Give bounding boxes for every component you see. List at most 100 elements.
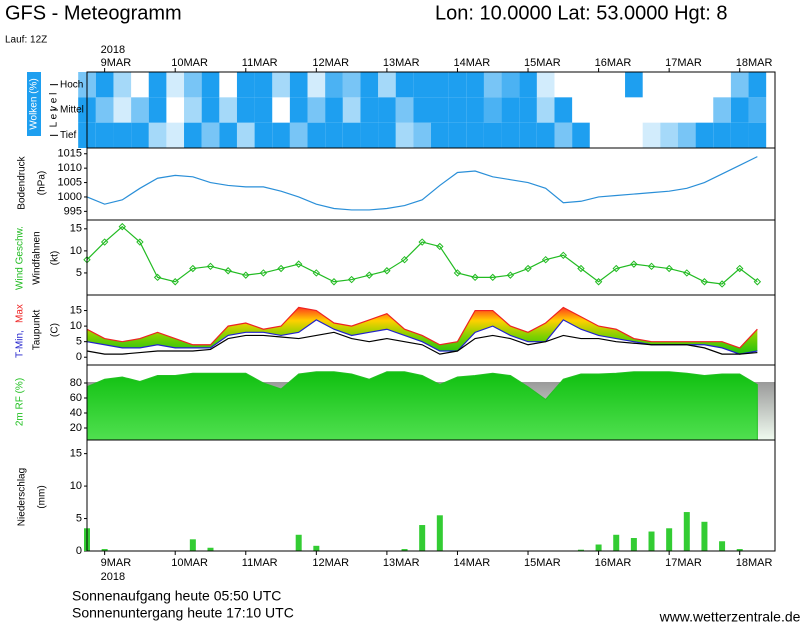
y-tick-label: 5 xyxy=(76,267,82,279)
x-year: 2018 xyxy=(101,44,125,56)
marker xyxy=(365,271,373,279)
cloud-cell xyxy=(642,122,661,148)
cloud-cell xyxy=(748,97,767,123)
bar xyxy=(736,549,743,551)
cloud-cell xyxy=(360,122,379,148)
cloud-cell xyxy=(272,72,290,98)
panel-frame xyxy=(86,147,776,221)
cloud-cell xyxy=(378,72,396,98)
cloud-cell xyxy=(501,97,520,123)
axis-label: (hPa) xyxy=(37,171,48,195)
axis-label: L e v e l xyxy=(49,93,60,128)
cloud-cell xyxy=(483,122,502,148)
cloud-cell xyxy=(431,122,449,148)
cloud-cell xyxy=(590,123,608,148)
marker xyxy=(347,275,356,284)
marker xyxy=(312,269,321,277)
cloud-cell xyxy=(131,72,149,97)
x-tick-label: 18MAR xyxy=(736,557,773,569)
cloud-cell xyxy=(448,72,467,98)
title: GFS - Meteogramm xyxy=(5,2,182,24)
cloud-cell xyxy=(696,72,714,97)
area xyxy=(86,371,758,441)
x-tick-label: 9MAR xyxy=(101,57,132,69)
cloud-cell xyxy=(695,122,714,148)
sunrise: Sonnenaufgang heute 05:50 UTC xyxy=(72,588,281,604)
marker xyxy=(171,278,179,286)
cloud-cell xyxy=(272,97,290,122)
bar xyxy=(630,538,637,551)
cloud-cell xyxy=(236,72,255,98)
marker xyxy=(153,273,162,282)
marker xyxy=(753,278,762,286)
x-tick-label: 11MAR xyxy=(242,557,278,569)
cloud-cell xyxy=(236,97,255,123)
y-tick-label: 1000 xyxy=(58,191,82,203)
x-tick-label: 14MAR xyxy=(453,557,490,569)
cloud-cell xyxy=(483,97,502,123)
cloud-cell xyxy=(113,97,132,123)
axis-label: (mm) xyxy=(37,485,48,508)
x-tick-label: 13MAR xyxy=(383,557,420,569)
y-tick-label: 1010 xyxy=(58,162,82,174)
marker xyxy=(541,255,550,264)
marker xyxy=(630,260,638,268)
marker xyxy=(259,269,268,277)
location: Lon: 10.0000 Lat: 53.0000 Hgt: 8 xyxy=(435,2,727,24)
cloud-cell xyxy=(643,72,661,97)
y-tick-label: 10 xyxy=(70,320,82,332)
bar xyxy=(666,528,673,551)
cloud-cell xyxy=(325,122,343,148)
cloud-cell xyxy=(219,97,237,123)
cloud-cell xyxy=(166,72,185,98)
range-fill xyxy=(87,307,758,355)
x-tick-label: 12MAR xyxy=(312,557,349,569)
x-tick-label: 16MAR xyxy=(595,557,632,569)
x-tick-label: 12MAR xyxy=(312,57,349,69)
cloud-cell xyxy=(519,122,537,148)
cloud-cell xyxy=(696,97,714,122)
cloud-cell xyxy=(325,97,343,123)
axis-label: Max xyxy=(15,304,26,323)
bar xyxy=(577,549,584,551)
cloud-cell xyxy=(113,122,132,148)
y-tick-label: 0 xyxy=(76,545,82,557)
y-tick-label: 15 xyxy=(70,223,82,235)
cloud-cell xyxy=(677,122,696,148)
cloud-cell xyxy=(466,122,484,148)
marker xyxy=(471,273,479,282)
y-tick-label: 5 xyxy=(76,512,82,524)
cloud-cell xyxy=(730,97,749,123)
marker xyxy=(718,280,726,288)
cloud-cell xyxy=(572,122,590,148)
bar xyxy=(683,512,690,551)
cloud-cell xyxy=(307,72,326,98)
cloud-cell xyxy=(95,97,114,123)
cloud-cell xyxy=(360,72,379,98)
cloud-cell xyxy=(342,97,361,123)
marker xyxy=(418,238,426,246)
source: www.wetterzentrale.de xyxy=(659,609,800,625)
cloud-cell xyxy=(201,72,220,98)
cloud-cell xyxy=(625,97,643,122)
sunset: Sonnenuntergang heute 17:10 UTC xyxy=(72,605,294,621)
y-tick-label: 1015 xyxy=(58,148,82,160)
bar xyxy=(436,515,443,551)
cloud-cell xyxy=(748,122,767,148)
axis-label: Wind Geschw. xyxy=(15,226,26,290)
line xyxy=(86,306,758,349)
x-tick-label: 18MAR xyxy=(736,57,773,69)
cloud-cell xyxy=(625,123,643,148)
y-tick-label: 15 xyxy=(70,448,82,460)
cloud-cell xyxy=(554,122,573,148)
cloud-cell xyxy=(519,72,537,98)
cloud-cell xyxy=(289,122,308,148)
cloud-cell xyxy=(607,97,625,122)
cloud-cell xyxy=(713,97,731,123)
bar xyxy=(648,531,655,551)
bar xyxy=(719,541,726,551)
cloud-cell xyxy=(660,72,678,97)
cloud-cell xyxy=(643,97,661,122)
cloud-cell xyxy=(713,72,731,97)
cloud-cell xyxy=(342,72,361,98)
